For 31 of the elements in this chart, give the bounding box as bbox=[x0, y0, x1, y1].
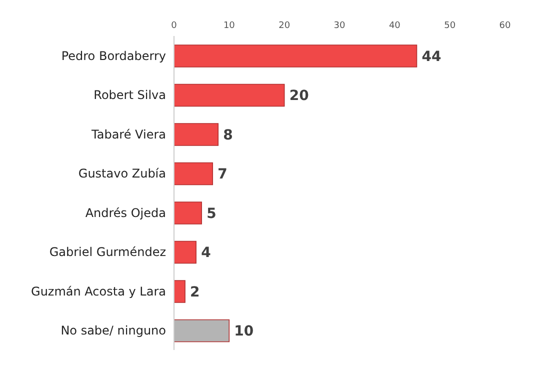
data-label: 10 bbox=[234, 324, 254, 340]
y-tick-label: Andrés Ojeda bbox=[85, 206, 166, 220]
data-label: 2 bbox=[190, 284, 200, 300]
data-label: 5 bbox=[206, 206, 216, 222]
data-label: 4 bbox=[201, 245, 212, 262]
x-tick-label: 40 bbox=[388, 21, 401, 31]
y-tick-label: Pedro Bordaberry bbox=[61, 48, 166, 63]
y-tick-label: No sabe/ ninguno bbox=[60, 324, 166, 338]
y-tick-label: Robert Silva bbox=[94, 88, 166, 102]
bar bbox=[174, 240, 196, 264]
bar bbox=[174, 123, 219, 146]
bar bbox=[174, 280, 186, 303]
x-tick-label: 50 bbox=[444, 21, 456, 31]
y-tick-label: Gabriel Gurméndez bbox=[49, 245, 166, 260]
y-tick-label: Tabaré Viera bbox=[90, 127, 166, 142]
bar bbox=[174, 44, 418, 68]
x-tick-label: 30 bbox=[334, 21, 346, 31]
bar bbox=[174, 202, 202, 224]
x-tick-label: 10 bbox=[223, 21, 236, 31]
bar bbox=[174, 84, 285, 107]
data-label: 8 bbox=[223, 127, 233, 144]
data-label: 7 bbox=[218, 166, 228, 183]
data-label: 44 bbox=[422, 48, 442, 65]
y-tick-label: Gustavo Zubía bbox=[78, 166, 166, 181]
y-tick-label: Guzmán Acosta y Lara bbox=[31, 284, 166, 298]
bar bbox=[174, 162, 214, 186]
x-tick-label: 20 bbox=[278, 21, 290, 31]
data-label: 20 bbox=[289, 88, 310, 104]
x-tick-label: 60 bbox=[499, 21, 511, 31]
x-tick-label: 0 bbox=[171, 21, 178, 31]
bar bbox=[174, 319, 230, 342]
